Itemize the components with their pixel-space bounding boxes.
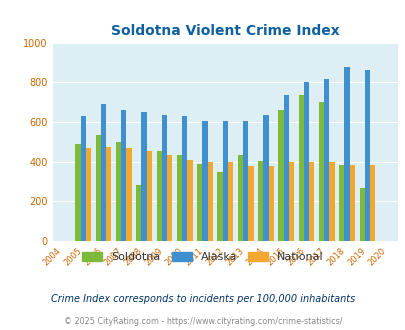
Bar [177,155,181,241]
Bar [217,172,222,241]
Bar [96,135,101,241]
Bar [364,70,369,241]
Bar [237,155,242,241]
Bar [228,162,232,241]
Bar [75,144,80,241]
Bar [242,121,248,241]
Bar [369,165,375,241]
Bar [323,79,329,241]
Bar [247,166,253,241]
Bar [197,164,202,241]
Bar [298,95,303,241]
Bar [167,155,172,241]
Bar [309,162,313,241]
Bar [207,162,213,241]
Text: © 2025 CityRating.com - https://www.cityrating.com/crime-statistics/: © 2025 CityRating.com - https://www.city… [64,317,341,326]
Bar [147,151,151,241]
Bar [126,148,131,241]
Bar [258,161,262,241]
Bar [288,162,293,241]
Bar [187,160,192,241]
Bar [339,165,344,241]
Bar [283,95,288,241]
Bar [162,115,167,241]
Text: Crime Index corresponds to incidents per 100,000 inhabitants: Crime Index corresponds to incidents per… [51,294,354,304]
Bar [268,166,273,241]
Bar [101,104,106,241]
Title: Soldotna Violent Crime Index: Soldotna Violent Crime Index [111,23,339,38]
Bar [222,121,228,241]
Bar [121,110,126,241]
Bar [106,147,111,241]
Bar [344,67,349,241]
Bar [136,185,141,241]
Bar [318,102,324,241]
Bar [262,115,268,241]
Bar [181,116,187,241]
Bar [141,112,147,241]
Bar [202,121,207,241]
Bar [349,165,354,241]
Bar [86,148,91,241]
Legend: Soldotna, Alaska, National: Soldotna, Alaska, National [78,248,327,267]
Bar [80,116,86,241]
Bar [156,151,161,241]
Bar [303,82,309,241]
Bar [278,110,283,241]
Bar [359,188,364,241]
Bar [116,142,121,241]
Bar [329,162,334,241]
